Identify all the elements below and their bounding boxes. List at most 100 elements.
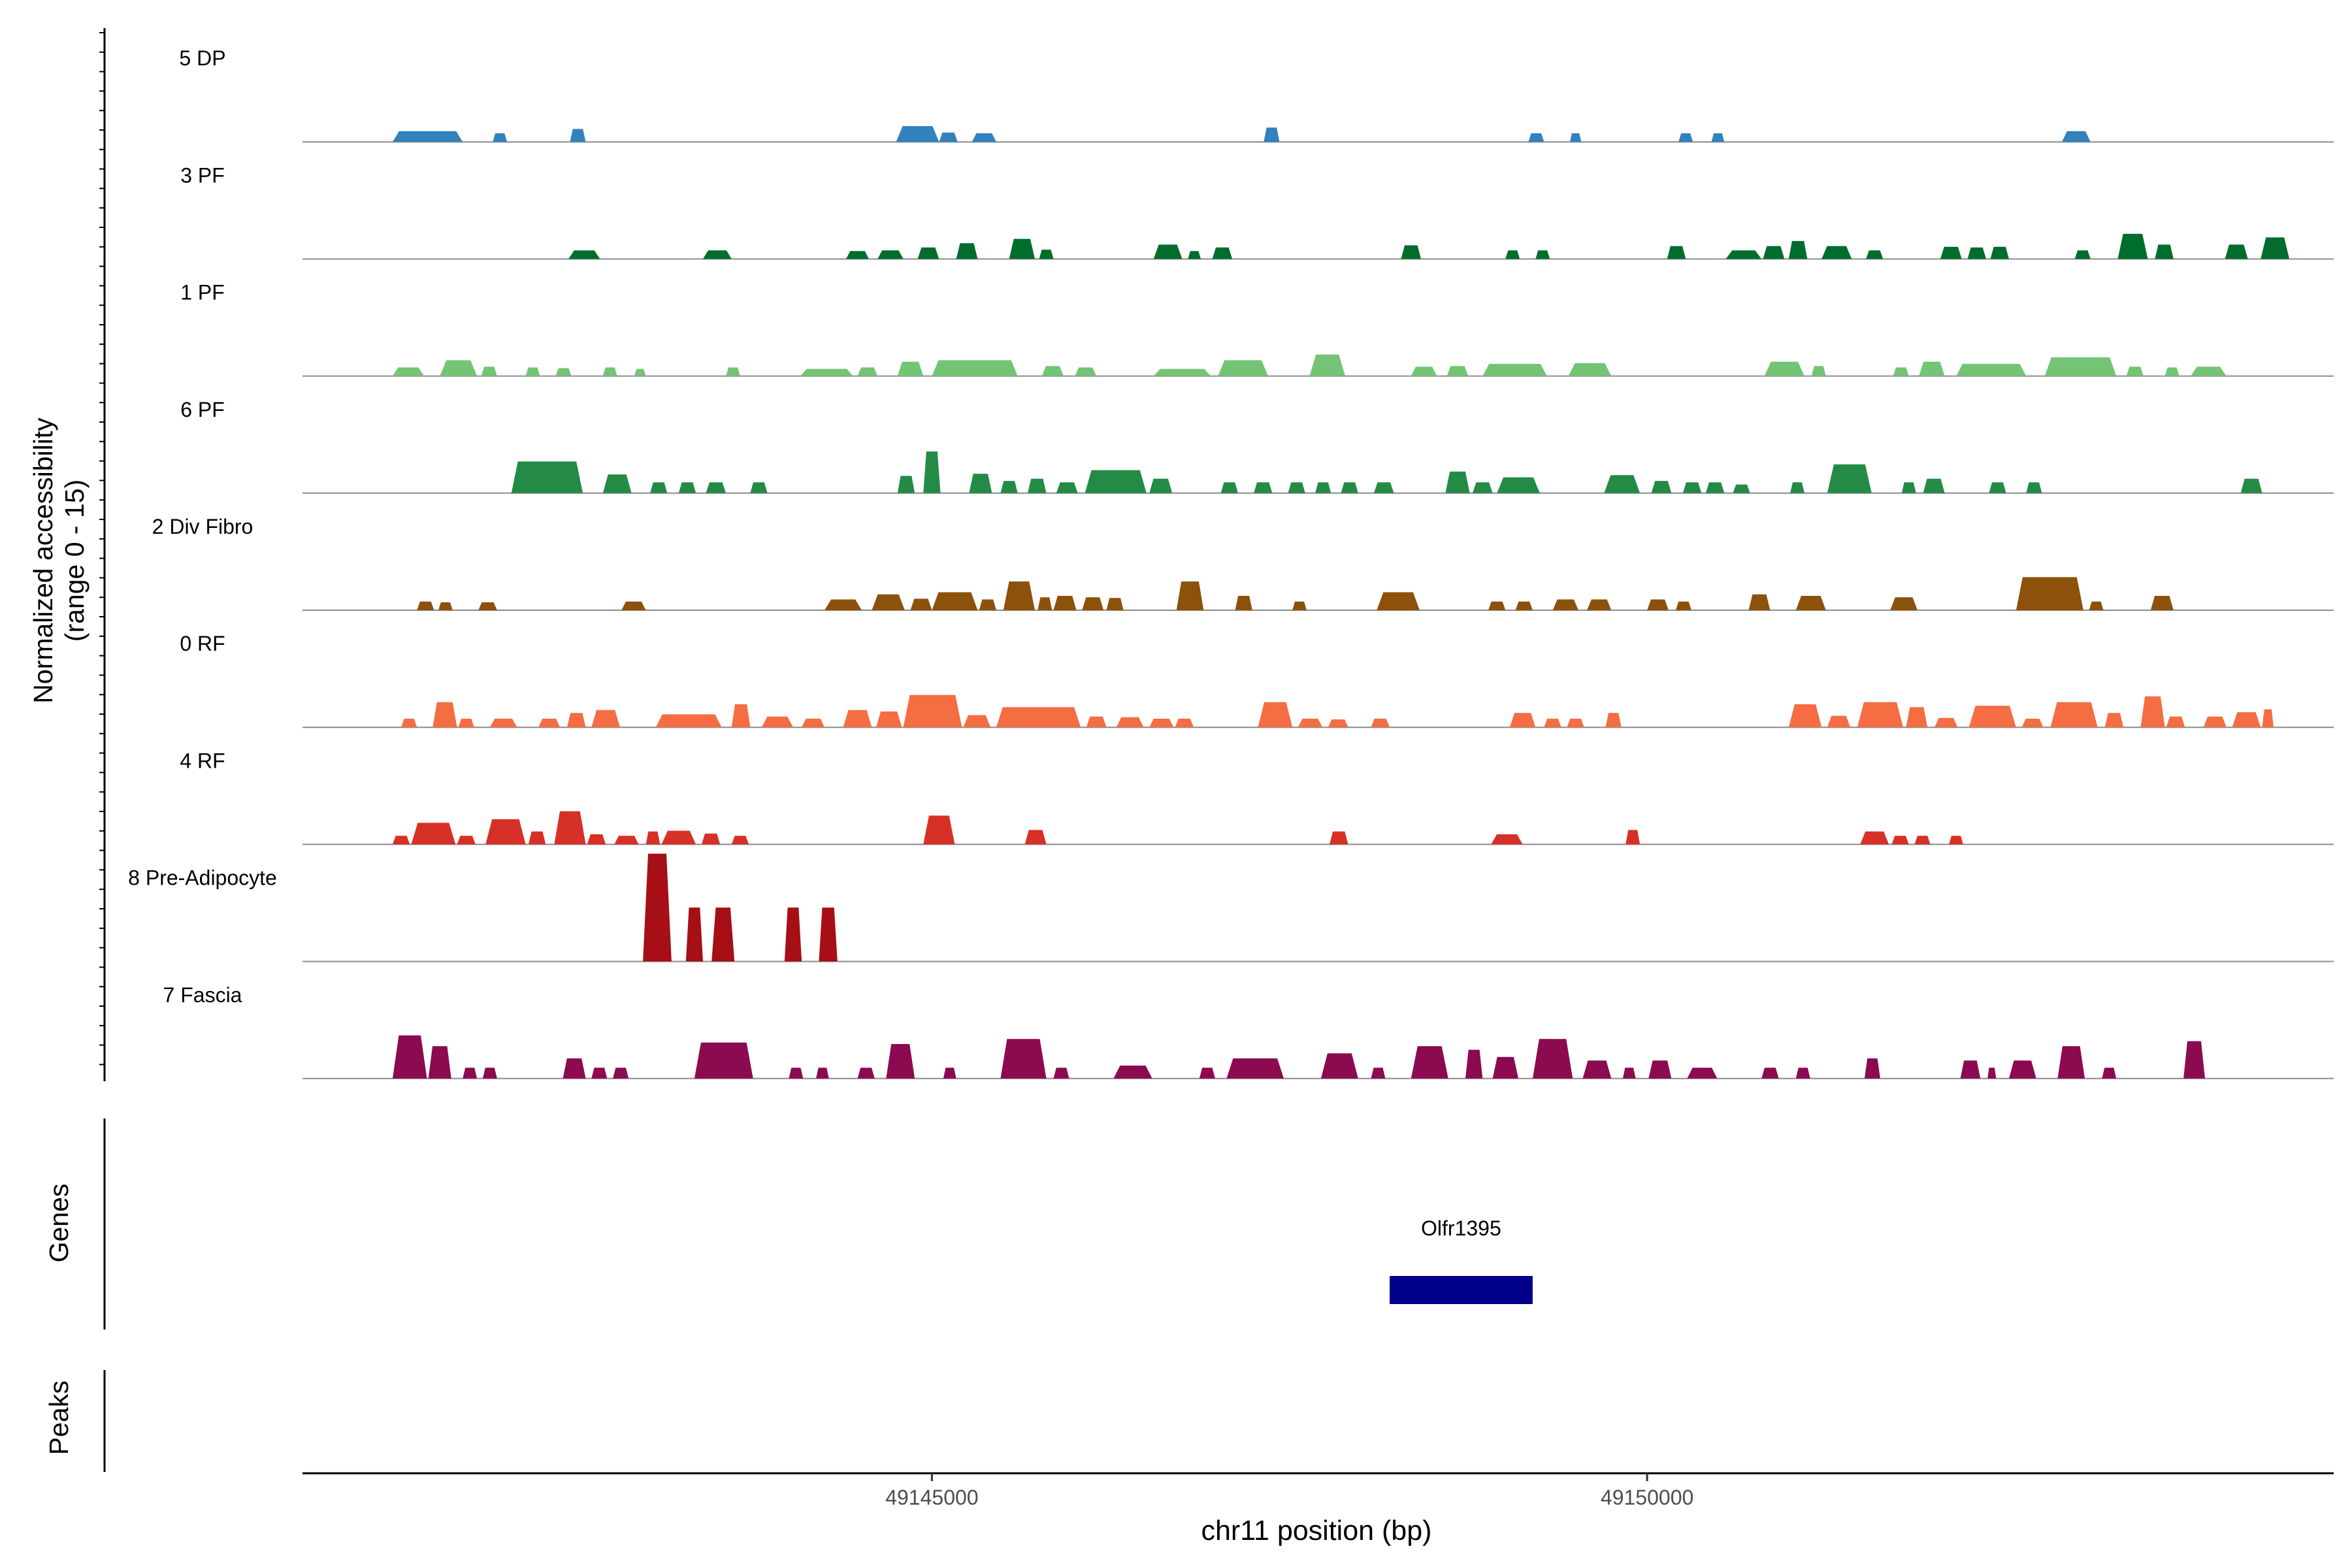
coverage-peak (458, 719, 474, 728)
track-5: 2 Div Fibro (152, 515, 2334, 611)
track-label: 3 PF (180, 163, 225, 187)
coverage-peak (1567, 719, 1584, 728)
coverage-peak (1604, 475, 1641, 493)
coverage-peak (2117, 233, 2148, 259)
coverage-peak (2240, 478, 2262, 493)
coverage-peak (1890, 597, 1918, 610)
coverage-peak (1651, 481, 1672, 493)
coverage-peak (1371, 1068, 1386, 1079)
coverage-peak (1582, 1060, 1612, 1079)
coverage-peak (1956, 363, 2027, 376)
coverage-peak (956, 243, 978, 259)
coverage-peak (1082, 597, 1104, 610)
coverage-peak (1264, 127, 1280, 142)
coverage-peak (1320, 1053, 1358, 1079)
gene-label: Olfr1395 (1421, 1217, 1501, 1240)
coverage-peak (2150, 596, 2174, 610)
coverage-peak (1113, 1066, 1152, 1079)
coverage-peak (1923, 478, 1945, 493)
coverage-peak (1821, 246, 1852, 259)
coverage-peak (1667, 246, 1686, 259)
coverage-peak (2062, 131, 2091, 142)
coverage-peak (2044, 357, 2117, 376)
coverage-peak (2232, 712, 2261, 728)
coverage-peak (1373, 482, 1394, 493)
x-tick-label: 49150000 (1601, 1486, 1693, 1509)
coverage-peak (963, 715, 991, 728)
coverage-peak (2026, 482, 2042, 493)
coverage-peak (554, 811, 586, 845)
coverage-peak (1446, 366, 1469, 376)
coverage-peak (1445, 471, 1470, 493)
coverage-peak (819, 907, 838, 962)
track-7: 4 RF (180, 749, 2334, 845)
coverage-peak (726, 367, 740, 376)
coverage-peak (685, 907, 703, 962)
coverage-peak (1371, 719, 1390, 728)
coverage-peak (621, 601, 646, 610)
coverage-peak (661, 830, 696, 845)
coverage-peak (1116, 717, 1144, 728)
coverage-peak (857, 1068, 875, 1079)
x-axis: 49145000 49150000 (302, 1472, 2334, 1509)
coverage-peak (1733, 484, 1750, 493)
coverage-peak (1764, 361, 1805, 376)
track-label: 6 PF (180, 398, 225, 421)
track-8: 8 Pre-Adipocyte (128, 853, 2334, 962)
coverage-peak (1675, 601, 1691, 610)
coverage-peak (1788, 240, 1808, 259)
coverage-peak (1000, 481, 1018, 493)
coverage-peak (703, 250, 732, 259)
coverage-peak (694, 1042, 753, 1079)
coverage-peak (1298, 719, 1323, 728)
coverage-peak (1914, 836, 1931, 845)
coverage-peak (1254, 482, 1273, 493)
coverage-peak (843, 710, 872, 728)
coverage-peak (614, 836, 639, 845)
coverage-peak (2164, 367, 2180, 376)
coverage-peak (1003, 581, 1035, 610)
coverage-tracks: 5 DP 3 PF 1 PF 6 PF 2 Div Fibro 0 RF 4 RF 8 Pre… (128, 46, 2334, 1079)
genes-panel-label: Genes (44, 1184, 74, 1263)
coverage-peak (1411, 367, 1437, 376)
coverage-peak (1473, 482, 1493, 493)
coverage-peak (1795, 596, 1826, 610)
coverage-peak (731, 836, 749, 845)
coverage-peak (643, 853, 672, 962)
y-axis-title-line2: (range 0 - 15) (59, 480, 90, 642)
coverage-peak (438, 602, 453, 610)
track-label: 4 RF (180, 749, 225, 772)
coverage-peak (1106, 598, 1124, 610)
gene-body (1390, 1276, 1533, 1304)
coverage-peak (1212, 247, 1233, 259)
coverage-peak (1341, 482, 1358, 493)
coverage-peak (1648, 1060, 1672, 1079)
coverage-peak (392, 131, 463, 142)
coverage-peak (1864, 1058, 1880, 1079)
coverage-peak (1968, 706, 2016, 728)
coverage-peak (1989, 482, 2006, 493)
coverage-peak (2016, 577, 2083, 610)
coverage-peak (800, 368, 853, 376)
coverage-peak (1056, 482, 1078, 493)
coverage-peak (555, 368, 572, 376)
coverage-peak (411, 823, 456, 845)
genes-panel: Olfr1395 (1390, 1217, 1533, 1304)
coverage-peak (587, 834, 606, 845)
coverage-peak (1009, 238, 1035, 259)
coverage-peak (1935, 717, 1958, 728)
coverage-peak (567, 713, 586, 728)
coverage-peak (802, 719, 825, 728)
coverage-peak (932, 592, 978, 610)
coverage-peak (1175, 719, 1194, 728)
coverage-peak (1465, 1049, 1483, 1079)
coverage-peak (1705, 482, 1725, 493)
coverage-peak (563, 1058, 586, 1079)
coverage-peak (1827, 464, 1872, 493)
coverage-peak (1568, 363, 1612, 376)
coverage-peak (825, 599, 862, 610)
coverage-peak (1987, 1068, 1997, 1079)
coverage-peak (1535, 250, 1550, 259)
coverage-peak (1893, 367, 1909, 376)
coverage-peak (602, 367, 617, 376)
